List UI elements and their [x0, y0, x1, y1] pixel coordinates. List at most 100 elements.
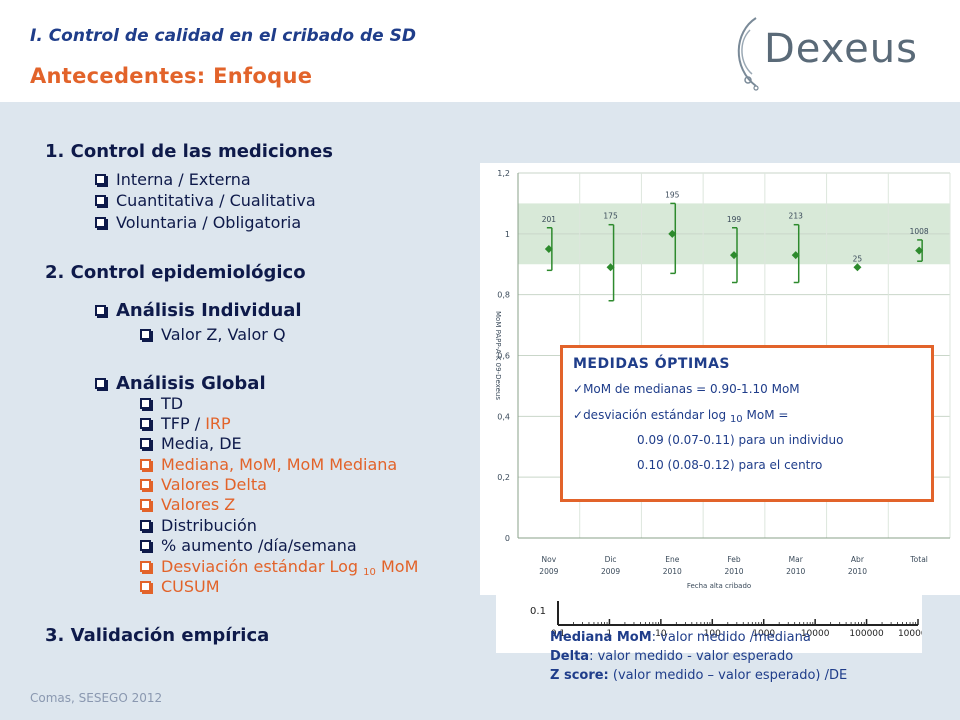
y-tick-label: 1 — [505, 230, 510, 239]
x-tick-label: Feb — [727, 555, 741, 564]
checkbox-bullet-icon — [140, 329, 151, 340]
y-tick-label: 0,2 — [497, 473, 510, 482]
scale-tick-label: 100 — [704, 629, 721, 639]
scale-tick-label: 0.1 — [551, 629, 565, 639]
list-item: Voluntaria / Obligatoria — [95, 213, 301, 232]
count-label: 195 — [665, 190, 680, 199]
list-item-highlighted: Desviación estándar Log 10 MoM — [140, 557, 418, 578]
x-tick-label: Mar — [789, 555, 804, 564]
footer-credit: Comas, SESEGO 2012 — [30, 691, 163, 705]
x-tick-label: 2009 — [539, 567, 558, 576]
check-icon: ✓ — [573, 408, 584, 422]
box-line-3: 0.09 (0.07-0.11) para un individuo — [637, 433, 844, 447]
x-axis-label: Fecha alta cribado — [687, 582, 751, 590]
section-2-heading: 2. Control epidemiológico — [45, 262, 306, 283]
scale-tick-label: 10000 — [801, 629, 830, 639]
y-tick-label: 0,6 — [497, 352, 510, 361]
box-title: MEDIDAS ÓPTIMAS — [573, 356, 731, 372]
check-icon: ✓ — [573, 382, 584, 396]
scale-tick-label: 1000 — [752, 629, 775, 639]
box-line-2: ✓desviación estándar log 10 MoM = — [573, 408, 789, 425]
list-item: Distribución — [140, 516, 257, 535]
list-item-highlighted: Valores Z — [140, 495, 235, 514]
x-tick-label: Dic — [605, 555, 617, 564]
checkbox-bullet-icon — [140, 581, 151, 592]
checkbox-bullet-icon — [140, 479, 151, 490]
x-tick-label: Ene — [665, 555, 679, 564]
checkbox-bullet-icon — [140, 520, 151, 531]
list-item: % aumento /día/semana — [140, 536, 357, 555]
data-point — [730, 251, 738, 260]
data-point — [853, 263, 862, 272]
section-1-heading: 1. Control de las mediciones — [45, 141, 333, 162]
section-3-heading: 3. Validación empírica — [45, 625, 270, 646]
checkbox-bullet-icon — [95, 305, 106, 316]
definition-zscore: Z score: (valor medido – valor esperado)… — [550, 668, 848, 683]
checkbox-bullet-icon — [140, 459, 151, 470]
log-scale: 0.1 0.1 1 10 100 1000 10000 100000 1000000 — [530, 601, 938, 639]
list-item: Media, DE — [140, 434, 242, 453]
scale-tick-label: 1 — [607, 629, 613, 639]
box-line-4: 0.10 (0.08-0.12) para el centro — [637, 458, 823, 472]
definition-delta: Delta: valor medido - valor esperado — [550, 649, 794, 664]
definitions: Mediana MoM: valor medido /mediana Delta… — [550, 628, 847, 685]
data-point — [915, 246, 924, 255]
y-tick-label: 0,4 — [497, 412, 510, 421]
list-item-highlighted: Mediana, MoM, MoM Mediana — [140, 455, 397, 474]
checkbox-bullet-icon — [140, 438, 151, 449]
y-tick-label: 1,2 — [497, 169, 510, 178]
checkbox-bullet-icon — [140, 561, 151, 572]
logo-text: Dexeus — [764, 26, 918, 72]
count-label: 175 — [603, 212, 618, 221]
section-supertitle: I. Control de calidad en el cribado de S… — [30, 26, 416, 46]
dexeus-logo: Dexeus — [726, 10, 917, 96]
scale-label: 0.1 — [530, 606, 546, 617]
count-label: 1008 — [910, 227, 929, 236]
global-analysis-heading: Análisis Global — [95, 373, 266, 394]
list-item: TD — [140, 394, 183, 413]
x-tick-label: 2009 — [601, 567, 620, 576]
x-tick-label: Total — [909, 555, 928, 564]
count-label: 213 — [789, 212, 804, 221]
count-label: 25 — [853, 254, 863, 263]
list-item-highlighted: CUSUM — [140, 577, 220, 596]
count-label: 201 — [542, 215, 557, 224]
checkbox-bullet-icon — [140, 540, 151, 551]
list-item-highlighted: Valores Delta — [140, 475, 267, 494]
checkbox-bullet-icon — [95, 217, 106, 228]
checkbox-bullet-icon — [95, 378, 106, 389]
list-item: Valor Z, Valor Q — [140, 325, 286, 344]
data-point — [544, 245, 553, 254]
x-tick-label: 2010 — [786, 567, 805, 576]
scale-tick-label: 100000 — [849, 629, 884, 639]
x-tick-label: 2010 — [724, 567, 743, 576]
x-tick-label: Nov — [542, 555, 557, 564]
scale-tick-label: 10 — [655, 629, 667, 639]
x-tick-label: 2010 — [848, 567, 867, 576]
header: I. Control de calidad en el cribado de S… — [0, 0, 960, 102]
checkbox-bullet-icon — [140, 418, 151, 429]
checkbox-bullet-icon — [95, 174, 106, 185]
y-tick-label: 0,8 — [497, 291, 510, 300]
checkbox-bullet-icon — [140, 499, 151, 510]
individual-analysis-heading: Análisis Individual — [95, 300, 302, 321]
box-line-1: ✓MoM de medianas = 0.90-1.10 MoM — [573, 382, 800, 396]
optimal-measures-box: MEDIDAS ÓPTIMAS ✓MoM de medianas = 0.90-… — [560, 345, 934, 502]
x-tick-label: 2010 — [663, 567, 682, 576]
checkbox-bullet-icon — [95, 195, 106, 206]
scale-tick-label: 1000000 — [898, 629, 922, 639]
y-tick-label: 0 — [505, 534, 510, 543]
log-scale-panel: 0.1 0.1 1 10 100 1000 10000 100000 1000000 — [496, 595, 938, 653]
y-axis-label: MoM PAPP-A K 09-Dexeus — [494, 311, 502, 400]
slide-title: Antecedentes: Enfoque — [30, 64, 313, 88]
checkbox-bullet-icon — [140, 398, 151, 409]
data-point — [668, 229, 677, 238]
logo-swirl-icon — [737, 17, 759, 91]
definition-mediana: Mediana MoM: valor medido /mediana — [550, 630, 811, 645]
list-item: Interna / Externa — [95, 170, 251, 189]
x-tick-label: Abr — [851, 555, 865, 564]
list-item: Cuantitativa / Cualitativa — [95, 191, 316, 210]
data-point — [791, 251, 800, 260]
count-label: 199 — [727, 215, 742, 224]
